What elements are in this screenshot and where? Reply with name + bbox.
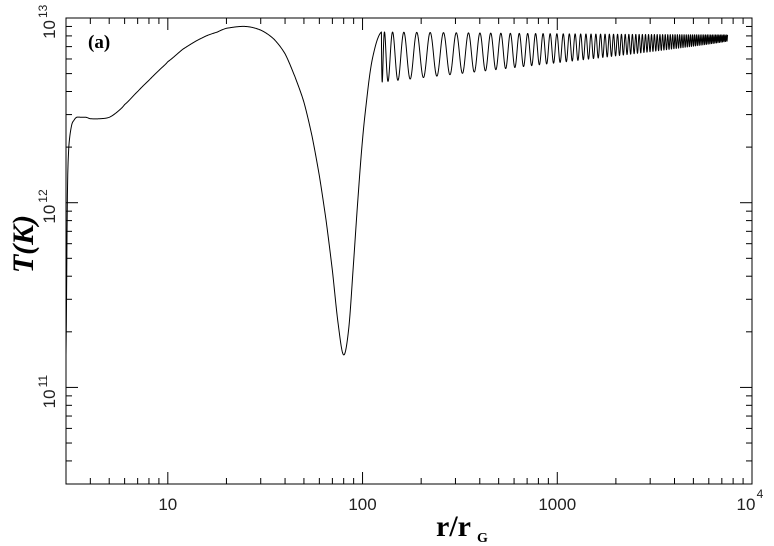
y-tick-label: 10: [40, 205, 59, 224]
y-axis-title: T(K): [7, 215, 40, 273]
y-tick-label-exponent: 11: [36, 375, 50, 388]
x-axis-title: r/r G: [436, 510, 488, 546]
x-tick-label: 10: [737, 495, 756, 514]
x-axis-title-main: r/r: [436, 510, 471, 543]
x-tick-label: 1000: [538, 495, 576, 514]
x-tick-label: 100: [348, 495, 376, 514]
y-tick-label-exponent: 12: [36, 189, 50, 203]
panel-label: (a): [88, 32, 110, 53]
x-axis-title-subscript: G: [477, 531, 488, 546]
temperature-series-line: [65, 25, 729, 356]
x-tick-label: 10: [158, 495, 177, 514]
y-tick-label-exponent: 13: [36, 4, 50, 18]
y-tick-label: 10: [40, 389, 59, 408]
axis-ticks: [65, 17, 753, 485]
y-tick-label: 10: [40, 20, 59, 39]
plot-frame: [65, 17, 753, 485]
x-tick-label-exponent: 4: [757, 487, 764, 501]
